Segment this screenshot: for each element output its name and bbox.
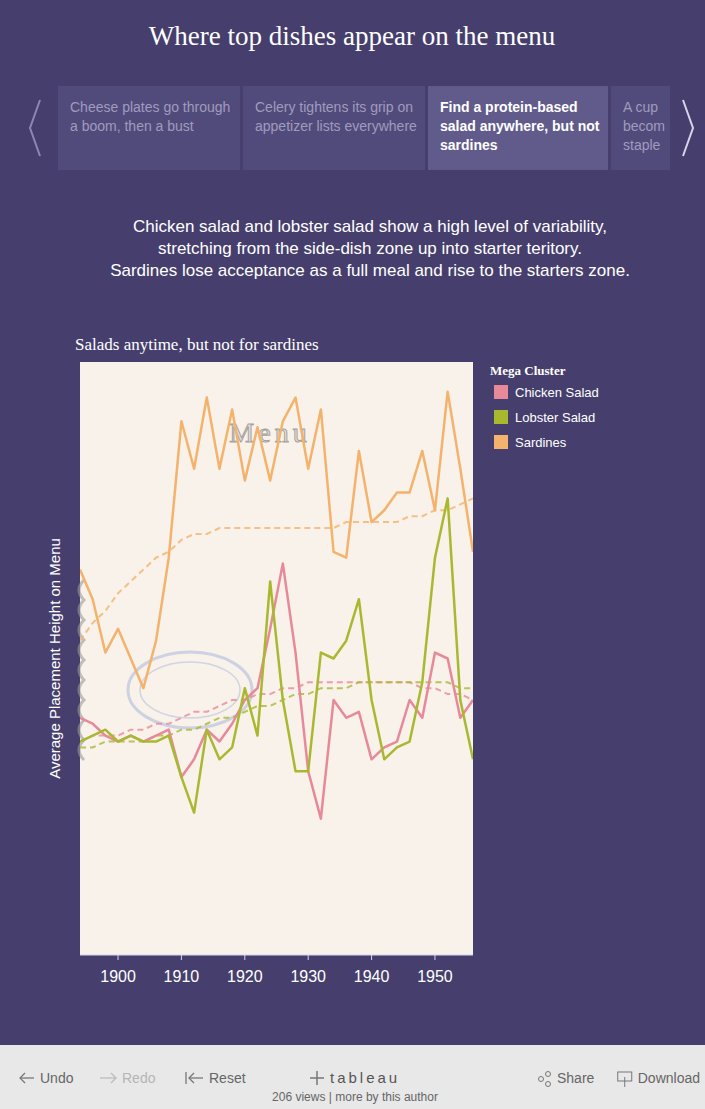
- legend-title: Mega Cluster: [490, 363, 566, 378]
- x-tick-label: 1930: [290, 968, 326, 985]
- background: [0, 0, 705, 1109]
- story-point-text[interactable]: A cup becom staple: [623, 99, 665, 153]
- nav-prev[interactable]: [30, 100, 40, 156]
- toolbar: [0, 1045, 705, 1109]
- legend-label: Lobster Salad: [515, 410, 595, 425]
- x-tick: [181, 955, 182, 960]
- text-line: appetizer lists everywhere: [255, 118, 417, 134]
- share-icon: [539, 1077, 544, 1082]
- reset-icon: [185, 1072, 186, 1084]
- share-icon: [546, 1082, 551, 1087]
- x-tick: [371, 955, 372, 960]
- series-line: [80, 498, 473, 812]
- redo-icon: [111, 1073, 116, 1083]
- story-navigation: Cheese plates go through a boom, then a b…: [30, 86, 693, 170]
- x-tick-label: 1940: [354, 968, 390, 985]
- x-tick-label: 1910: [164, 968, 200, 985]
- view-stats: 206 views | more by this author: [272, 1090, 438, 1104]
- x-tick: [244, 955, 245, 960]
- x-tick: [118, 955, 119, 960]
- text-line: salad anywhere, but not: [440, 118, 600, 134]
- page-title: Where top dishes appear on the menu: [149, 21, 556, 51]
- share-icon: [546, 1072, 551, 1077]
- x-tick-label: 1900: [100, 968, 136, 985]
- trend-line: [80, 682, 473, 741]
- undo-icon: [20, 1077, 34, 1078]
- x-axis-line: [80, 955, 473, 956]
- story-point[interactable]: [428, 86, 608, 170]
- text-line: Celery tightens its grip on: [255, 99, 413, 115]
- legend-label: Sardines: [515, 435, 567, 450]
- undo-button[interactable]: Undo: [40, 1070, 74, 1086]
- nav-next[interactable]: [683, 100, 693, 156]
- caption: stretching from the side-dish zone up in…: [158, 239, 582, 258]
- share-button[interactable]: Share: [557, 1070, 595, 1086]
- background-label: Menu: [229, 417, 310, 448]
- redo-icon: [100, 1077, 116, 1078]
- x-tick-label: 1920: [227, 968, 263, 985]
- brand-icon: [310, 1077, 324, 1079]
- brand-logo: tableau: [330, 1069, 400, 1086]
- legend-swatch: [494, 385, 508, 399]
- story-point-text[interactable]: Find a protein-based salad anywhere, but …: [440, 99, 600, 153]
- legend-swatch: [494, 435, 508, 449]
- text-line: Cheese plates go through: [70, 99, 230, 115]
- text-line: a boom, then a bust: [70, 118, 194, 134]
- reset-button[interactable]: Reset: [209, 1070, 246, 1086]
- redo-button[interactable]: Redo: [122, 1070, 156, 1086]
- plot-marks: [80, 392, 473, 819]
- legend-label: Chicken Salad: [515, 385, 599, 400]
- x-tick: [434, 955, 435, 960]
- text-line: becom: [623, 118, 665, 134]
- text-line: Find a protein-based: [440, 99, 578, 115]
- binding-decoration: [79, 580, 84, 760]
- trend-line: [80, 498, 473, 640]
- series-line: [80, 564, 473, 819]
- story-point[interactable]: [243, 86, 425, 170]
- undo-icon: [20, 1073, 25, 1083]
- reset-icon: [189, 1073, 194, 1083]
- caption: Sardines lose acceptance as a full meal …: [110, 261, 630, 280]
- x-tick-label: 1950: [417, 968, 453, 985]
- caption: Chicken salad and lobster salad show a h…: [133, 217, 607, 236]
- series-line: [80, 392, 473, 689]
- chart-title: Salads anytime, but not for sardines: [75, 335, 319, 354]
- legend-swatch: [494, 410, 508, 424]
- toolbar-background: [0, 1045, 705, 1109]
- y-axis-title: Average Placement Height on Menu: [46, 538, 63, 779]
- story-point[interactable]: [611, 86, 670, 170]
- text-line: sardines: [440, 137, 498, 153]
- download-button[interactable]: Download: [638, 1070, 700, 1086]
- story-point-text[interactable]: Cheese plates go through a boom, then a b…: [70, 99, 230, 134]
- plot-background: [80, 362, 473, 955]
- text-line: staple: [623, 137, 661, 153]
- text-line: A cup: [623, 99, 658, 115]
- story-point[interactable]: [58, 86, 240, 170]
- x-tick: [308, 955, 309, 960]
- download-icon: [624, 1077, 625, 1087]
- stamp-decoration: [140, 662, 240, 718]
- story-point-text[interactable]: Celery tightens its grip on appetizer lis…: [255, 99, 417, 134]
- reset-icon: [189, 1077, 203, 1078]
